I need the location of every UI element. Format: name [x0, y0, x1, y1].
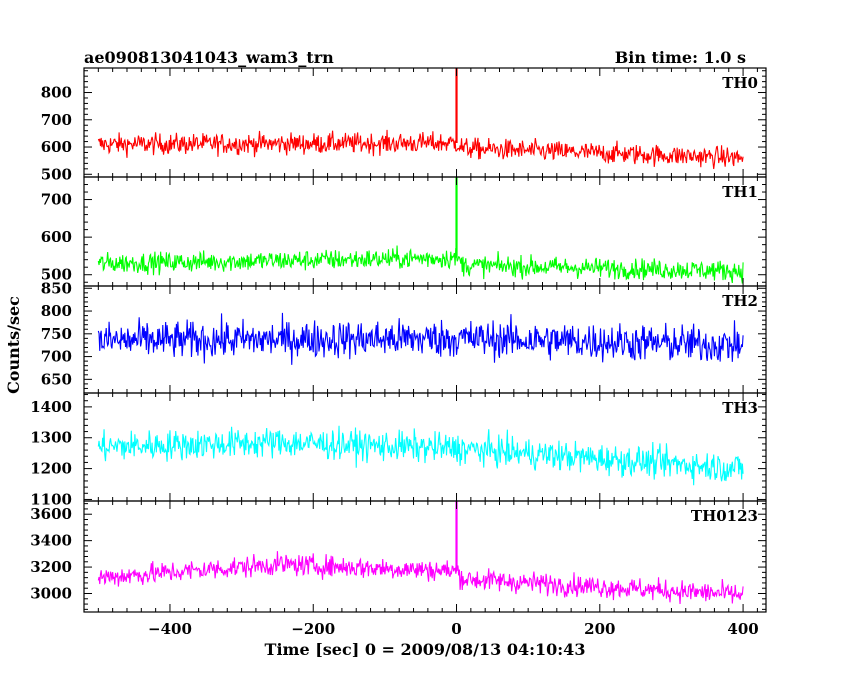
- y-axis-label: Counts/sec: [4, 296, 23, 394]
- y-tick-label: 750: [41, 325, 72, 343]
- x-tick-label: −400: [148, 620, 192, 638]
- y-tick-label: 700: [41, 191, 72, 209]
- y-tick-label: 650: [41, 370, 72, 388]
- panel-label-th2: TH2: [722, 292, 758, 310]
- y-tick-label: 600: [41, 228, 72, 246]
- y-tick-label: 1300: [30, 429, 72, 447]
- y-tick-label: 1200: [30, 460, 72, 478]
- panel-label-th0: TH0: [722, 74, 758, 92]
- series-line-th2: [97, 312, 744, 365]
- y-tick-label: 600: [41, 138, 72, 156]
- x-axis-label: Time [sec] 0 = 2009/08/13 04:10:43: [265, 640, 586, 659]
- y-tick-label: 3200: [30, 558, 72, 576]
- series-line-th0: [97, 129, 744, 170]
- series-line-th1: [97, 245, 744, 284]
- x-tick-label: 200: [584, 620, 615, 638]
- y-tick-label: 500: [41, 165, 72, 183]
- panel-label-th1: TH1: [722, 183, 758, 201]
- x-tick-label: 400: [727, 620, 758, 638]
- y-tick-label: 850: [41, 279, 72, 297]
- y-tick-label: 3600: [30, 505, 72, 523]
- y-tick-label: 700: [41, 348, 72, 366]
- y-tick-label: 3400: [30, 532, 72, 550]
- y-tick-label: 1400: [30, 398, 72, 416]
- panel-label-th3: TH3: [722, 399, 758, 417]
- y-tick-label: 500: [41, 266, 72, 284]
- panel-frame-th1: [83, 176, 767, 287]
- chart-title: ae090813041043_wam3_trn: [84, 48, 334, 67]
- panels-group: 500 600 700 800 TH0 500 600 700 TH1 650 700 750 800 8…: [30, 67, 767, 638]
- y-tick-label: 1100: [30, 490, 72, 508]
- x-tick-label: −200: [291, 620, 335, 638]
- y-tick-label: 800: [41, 84, 72, 102]
- series-line-th0123: [97, 551, 744, 604]
- panel-label-th0123: TH0123: [691, 507, 758, 525]
- y-tick-label: 3000: [30, 585, 72, 603]
- y-tick-label: 800: [41, 302, 72, 320]
- series-line-th3: [97, 425, 744, 486]
- x-tick-label: 0: [451, 620, 461, 638]
- bin-time-label: Bin time: 1.0 s: [615, 48, 746, 67]
- y-tick-label: 700: [41, 111, 72, 129]
